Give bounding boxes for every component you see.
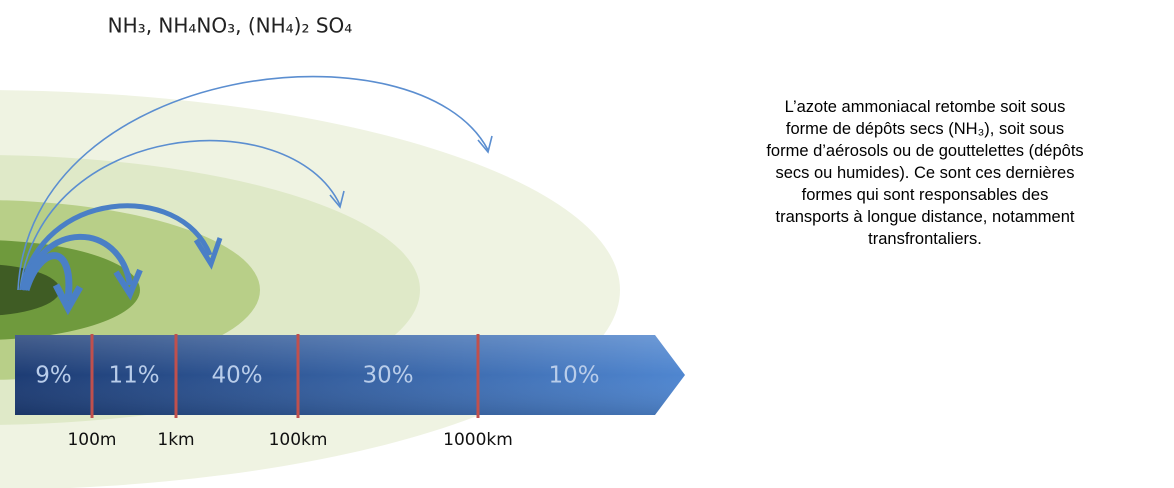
segment-label: 9% xyxy=(35,363,72,389)
segment-label: 30% xyxy=(362,363,413,389)
distance-label: 1000km xyxy=(443,430,513,450)
formula: NH₃, NH₄NO₃, (NH₄)₂ SO₄ xyxy=(108,14,353,38)
page: NH₃, NH₄NO₃, (NH₄)₂ SO₄ 9% 11% 40% 30% 10% 10… xyxy=(0,0,1174,488)
distance-label: 100km xyxy=(269,430,328,450)
distance-label: 1km xyxy=(157,430,194,450)
description: L’azote ammoniacal retombe soit sous for… xyxy=(765,96,1085,250)
distance-label: 100m xyxy=(67,430,116,450)
segment-label: 10% xyxy=(548,363,599,389)
segment-label: 40% xyxy=(211,363,262,389)
segment-label: 11% xyxy=(108,363,159,389)
